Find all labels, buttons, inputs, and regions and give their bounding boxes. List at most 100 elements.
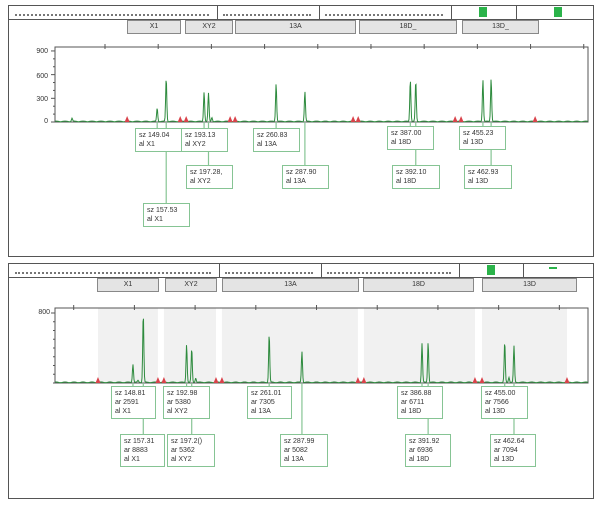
bin-shade xyxy=(97,308,158,383)
size-text: sz 391.92 xyxy=(409,438,440,445)
panel-1-header xyxy=(9,6,593,20)
allele-text: al 18D xyxy=(401,408,422,415)
bin-marker-triangle xyxy=(155,377,161,383)
allele-label-box[interactable]: sz 148.81 ar 2591 al X1 xyxy=(111,386,156,419)
bin-x1[interactable]: X1 xyxy=(97,278,159,292)
size-text: sz 193.13 xyxy=(185,132,216,139)
y-tick-label: 900 xyxy=(36,48,48,55)
status-square-icon xyxy=(554,7,562,17)
bin-xy2[interactable]: XY2 xyxy=(185,20,233,34)
size-text: sz 462.93 xyxy=(468,169,499,176)
allele-label-box[interactable]: sz 455.00 ar 7566 al 13D xyxy=(481,386,528,419)
area-text: ar 7094 xyxy=(494,447,518,454)
status-square-icon xyxy=(479,7,487,17)
allele-label-box[interactable]: sz 192.98 ar 5380 al XY2 xyxy=(163,386,210,419)
allele-text: al XY2 xyxy=(171,456,192,463)
area-text: ar 7305 xyxy=(251,399,275,406)
bin-marker-triangle xyxy=(452,116,458,122)
allele-text: al 18D xyxy=(391,139,412,146)
bin-13a[interactable]: 13A xyxy=(222,278,359,292)
allele-label-box[interactable]: sz 287.99 ar 5082 al 13A xyxy=(280,434,328,467)
header-cell xyxy=(9,6,218,19)
y-tick-label: 0 xyxy=(44,118,48,125)
allele-text: al XY2 xyxy=(190,178,211,185)
allele-label-box[interactable]: sz 391.92 ar 6936 al 18D xyxy=(405,434,451,467)
allele-label-box[interactable]: sz 157.31 ar 8883 al X1 xyxy=(120,434,165,467)
bin-marker-triangle xyxy=(350,116,356,122)
allele-text: al 13A xyxy=(257,141,277,148)
bin-18d[interactable]: 18D_ xyxy=(359,20,457,34)
bin-xy2[interactable]: XY2 xyxy=(165,278,217,292)
bin-13d[interactable]: 13D xyxy=(482,278,577,292)
bin-shade xyxy=(482,308,567,383)
size-text: sz 455.23 xyxy=(463,130,494,137)
bin-x1[interactable]: X1 xyxy=(127,20,181,34)
header-cell xyxy=(459,264,524,277)
status-dash-icon xyxy=(549,267,557,269)
allele-text: al X1 xyxy=(147,216,163,223)
bin-marker-triangle xyxy=(213,377,219,383)
allele-label-box[interactable]: sz 386.88 ar 6711 al 18D xyxy=(397,386,443,419)
size-text: sz 287.99 xyxy=(284,438,315,445)
allele-text: al 13A xyxy=(286,178,306,185)
bin-marker-triangle xyxy=(479,377,485,383)
bin-marker-triangle xyxy=(532,116,538,122)
signal-trace xyxy=(55,318,589,384)
allele-label-box[interactable]: sz 157.53 al X1 xyxy=(143,203,190,227)
size-text: sz 197.28, xyxy=(190,169,223,176)
bin-marker-triangle xyxy=(95,377,101,383)
area-text: ar 5380 xyxy=(167,399,191,406)
size-text: sz 261.01 xyxy=(251,390,282,397)
bin-marker-triangle xyxy=(361,377,367,383)
bin-marker-triangle xyxy=(564,377,570,383)
bin-13a[interactable]: 13A xyxy=(235,20,356,34)
area-text: ar 2591 xyxy=(115,399,139,406)
signal-trace xyxy=(55,79,589,123)
size-text: sz 149.04 xyxy=(139,132,170,139)
bin-marker-triangle xyxy=(124,116,130,122)
bin-shade xyxy=(221,308,358,383)
bin-marker-triangle xyxy=(219,377,225,383)
allele-text: al X1 xyxy=(115,408,131,415)
size-text: sz 197.2() xyxy=(171,438,203,445)
allele-text: al 18D xyxy=(396,178,417,185)
bin-13d[interactable]: 13D_ xyxy=(462,20,539,34)
size-text: sz 287.90 xyxy=(286,169,317,176)
allele-label-box[interactable]: sz 462.93 al 13D xyxy=(464,165,512,189)
bin-shade xyxy=(163,308,216,383)
allele-text: al 13A xyxy=(284,456,304,463)
status-square-icon xyxy=(487,265,495,275)
allele-label-box[interactable]: sz 260.83 al 13A xyxy=(253,128,300,152)
size-text: sz 148.81 xyxy=(115,390,146,397)
allele-text: al X1 xyxy=(139,141,155,148)
allele-label-box[interactable]: sz 193.13 al XY2 xyxy=(181,128,228,152)
area-text: ar 6936 xyxy=(409,447,433,454)
allele-label-box[interactable]: sz 197.2() ar 5362 al XY2 xyxy=(167,434,215,467)
size-text: sz 192.98 xyxy=(167,390,198,397)
allele-label-box[interactable]: sz 462.64 ar 7094 al 13D xyxy=(490,434,536,467)
allele-label-box[interactable]: sz 287.90 al 13A xyxy=(282,165,329,189)
area-text: ar 8883 xyxy=(124,447,148,454)
allele-label-box[interactable]: sz 149.04 al X1 xyxy=(135,128,182,152)
allele-label-box[interactable]: sz 261.01 ar 7305 al 13A xyxy=(247,386,292,419)
size-text: sz 260.83 xyxy=(257,132,288,139)
allele-text: al 13A xyxy=(251,408,271,415)
bin-marker-triangle xyxy=(472,377,478,383)
bin-marker-triangle xyxy=(161,377,167,383)
bin-marker-triangle xyxy=(177,116,183,122)
allele-label-box[interactable]: sz 387.00 al 18D xyxy=(387,126,434,150)
bin-18d[interactable]: 18D xyxy=(363,278,474,292)
size-text: sz 157.53 xyxy=(147,207,178,214)
allele-label-box[interactable]: sz 392.10 al 18D xyxy=(392,165,440,189)
allele-label-box[interactable]: sz 455.23 al 13D xyxy=(459,126,506,150)
y-tick-label: 300 xyxy=(36,96,48,103)
size-text: sz 455.00 xyxy=(485,390,516,397)
area-text: ar 5362 xyxy=(171,447,195,454)
bin-shade xyxy=(363,308,475,383)
allele-label-box[interactable]: sz 197.28, al XY2 xyxy=(186,165,233,189)
size-text: sz 157.31 xyxy=(124,438,155,445)
panel-2-header xyxy=(9,264,593,278)
